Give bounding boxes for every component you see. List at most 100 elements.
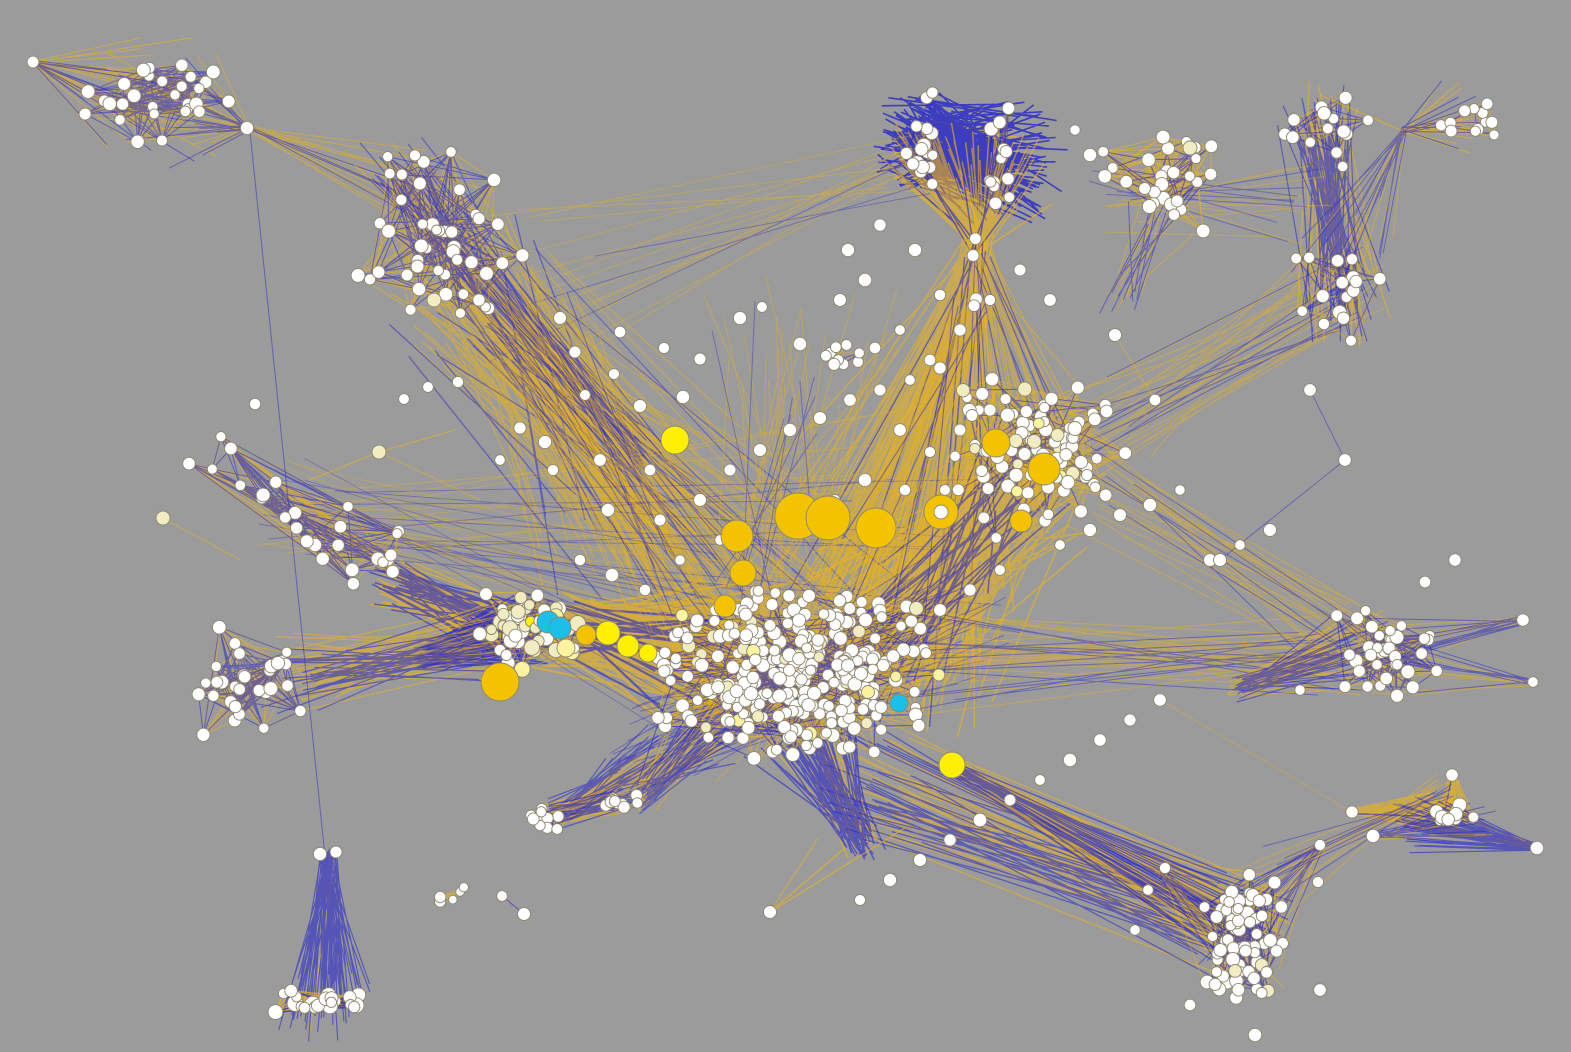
graph-node[interactable] [1243,916,1257,929]
graph-node[interactable] [182,456,196,471]
graph-node[interactable] [1001,101,1016,116]
graph-node[interactable] [279,511,292,524]
graph-node[interactable] [860,717,873,730]
hub-node-cream[interactable] [371,444,387,460]
graph-node[interactable] [746,670,760,685]
graph-node[interactable] [801,642,813,654]
graph-node[interactable] [858,612,873,628]
graph-node[interactable] [526,812,540,826]
graph-node[interactable] [438,287,454,302]
graph-node[interactable] [920,122,934,135]
graph-node[interactable] [395,168,408,181]
graph-node[interactable] [965,409,979,422]
graph-node[interactable] [1296,305,1308,317]
graph-node[interactable] [453,183,466,196]
graph-node[interactable] [857,472,873,488]
graph-node[interactable] [674,554,686,566]
graph-node[interactable] [1294,684,1306,696]
graph-node[interactable] [1359,605,1372,617]
graph-node[interactable] [281,646,293,658]
graph-node[interactable] [1183,998,1197,1012]
graph-node[interactable] [732,310,748,326]
graph-node[interactable] [932,668,946,682]
graph-node[interactable] [731,701,743,713]
graph-node[interactable] [1106,162,1119,174]
graph-node[interactable] [1350,611,1364,626]
graph-node[interactable] [1247,1027,1263,1043]
graph-node[interactable] [1129,924,1141,936]
graph-node[interactable] [910,120,923,133]
graph-node[interactable] [1142,884,1154,896]
graph-node[interactable] [869,632,882,645]
graph-node[interactable] [943,833,957,847]
graph-node[interactable] [233,683,246,696]
graph-node[interactable] [1330,609,1344,623]
graph-node[interactable] [342,500,354,513]
graph-node[interactable] [255,487,271,503]
graph-node[interactable] [568,345,582,359]
graph-node[interactable] [114,114,126,126]
graph-node[interactable] [886,649,901,664]
graph-node[interactable] [969,232,982,245]
graph-node[interactable] [1516,613,1530,627]
graph-node[interactable] [723,463,737,477]
graph-node[interactable] [977,511,991,525]
graph-node[interactable] [1210,966,1223,978]
graph-node[interactable] [769,587,781,599]
graph-node[interactable] [1093,733,1107,747]
graph-node[interactable] [1250,928,1263,940]
graph-node[interactable] [999,145,1013,159]
graph-node[interactable] [1373,630,1385,642]
graph-node[interactable] [472,212,486,226]
graph-node[interactable] [1260,966,1273,979]
graph-node[interactable] [904,374,916,386]
graph-node[interactable] [1118,446,1133,460]
graph-node[interactable] [156,134,168,147]
graph-node[interactable] [911,718,926,733]
graph-node[interactable] [691,694,704,706]
graph-node[interactable] [486,172,502,188]
graph-node[interactable] [193,105,206,118]
graph-node[interactable] [924,446,936,458]
graph-node[interactable] [983,293,997,307]
graph-node[interactable] [410,259,425,274]
graph-node[interactable] [500,649,513,662]
graph-node[interactable] [813,707,826,721]
graph-node[interactable] [813,651,825,663]
graph-node[interactable] [953,323,967,337]
graph-node[interactable] [1458,104,1471,118]
graph-node[interactable] [920,647,932,659]
graph-node[interactable] [820,349,832,362]
graph-node[interactable] [617,800,631,814]
graph-node[interactable] [983,403,997,417]
graph-node[interactable] [738,607,753,622]
graph-node[interactable] [479,587,493,601]
graph-node[interactable] [907,242,923,258]
graph-node[interactable] [80,84,96,99]
graph-node[interactable] [398,393,410,405]
graph-node[interactable] [156,75,169,88]
graph-node[interactable] [933,288,947,302]
graph-node[interactable] [1060,475,1076,490]
graph-node[interactable] [1213,553,1227,567]
graph-node[interactable] [1108,328,1122,342]
graph-node[interactable] [1418,575,1432,589]
graph-node[interactable] [416,155,431,169]
graph-node[interactable] [377,556,389,568]
graph-node[interactable] [801,588,816,603]
graph-node[interactable] [800,739,812,752]
graph-node[interactable] [847,721,862,736]
graph-node[interactable] [1062,752,1078,768]
graph-node[interactable] [537,434,553,450]
graph-node[interactable] [193,82,205,95]
graph-node[interactable] [768,644,781,657]
graph-node[interactable] [464,255,479,270]
graph-node[interactable] [913,621,928,636]
graph-node[interactable] [1017,381,1033,397]
graph-node[interactable] [988,196,1003,211]
graph-node[interactable] [1091,452,1103,465]
graph-node[interactable] [729,684,744,699]
graph-node[interactable] [1313,838,1327,852]
hub-node-cream[interactable] [426,292,442,308]
